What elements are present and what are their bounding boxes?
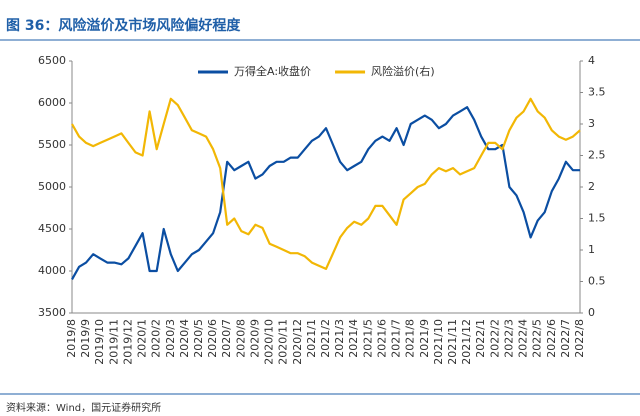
- x-tick-label: 2019/8: [65, 319, 78, 358]
- y-tick-label: 5500: [38, 138, 66, 151]
- x-tick-label: 2021/10: [432, 319, 445, 365]
- x-tick-label: 2020/1: [136, 319, 149, 358]
- x-tick-label: 2020/8: [234, 319, 247, 358]
- legend-label: 万得全A:收盘价: [234, 64, 311, 78]
- x-tick-label: 2019/11: [107, 319, 120, 365]
- x-tick-label: 2021/2: [319, 319, 332, 358]
- chart-title: 图 36：风险溢价及市场风险偏好程度: [6, 17, 241, 34]
- x-tick-label: 2021/6: [375, 319, 388, 358]
- x-tick-label: 2021/11: [446, 319, 459, 365]
- x-tick-label: 2022/6: [545, 319, 558, 358]
- source: 资料来源：Wind，国元证券研究所: [6, 401, 161, 414]
- y-tick-label: 5000: [38, 180, 66, 193]
- x-tick-label: 2022/3: [502, 319, 515, 358]
- x-tick-label: 2020/3: [164, 319, 177, 358]
- x-tick-label: 2020/12: [291, 319, 304, 365]
- x-tick-label: 2020/10: [263, 319, 276, 365]
- x-tick-label: 2022/7: [559, 319, 572, 358]
- x-tick-label: 2021/5: [361, 319, 374, 358]
- y2-tick-label: 0.5: [588, 275, 606, 288]
- y2-tick-label: 3: [588, 117, 595, 130]
- series-line: [71, 97, 581, 270]
- x-tick-label: 2020/4: [178, 319, 191, 358]
- y2-tick-label: 0: [588, 306, 595, 319]
- x-tick-label: 2022/2: [488, 319, 501, 358]
- x-tick-label: 2021/4: [347, 319, 360, 358]
- x-tick-label: 2020/2: [150, 319, 163, 358]
- x-tick-label: 2022/4: [517, 319, 530, 358]
- y2-tick-label: 2: [588, 180, 595, 193]
- x-tick-label: 2020/6: [206, 319, 219, 358]
- y2-tick-label: 1.5: [588, 212, 606, 225]
- y-tick-label: 6500: [38, 54, 66, 67]
- legend-label: 风险溢价(右): [371, 64, 435, 78]
- y2-tick-label: 4: [588, 54, 595, 67]
- x-tick-label: 2021/3: [333, 319, 346, 358]
- x-tick-label: 2022/5: [531, 319, 544, 358]
- y2-tick-label: 2.5: [588, 149, 606, 162]
- y-tick-label: 4500: [38, 222, 66, 235]
- x-tick-label: 2020/11: [277, 319, 290, 365]
- x-tick-label: 2020/5: [192, 319, 205, 358]
- y-tick-label: 6000: [38, 96, 66, 109]
- x-tick-label: 2019/9: [79, 319, 92, 358]
- y-tick-label: 3500: [38, 306, 66, 319]
- x-tick-label: 2019/12: [121, 319, 134, 365]
- y-tick-label: 4000: [38, 264, 66, 277]
- x-tick-label: 2020/9: [248, 319, 261, 358]
- x-tick-label: 2021/8: [404, 319, 417, 358]
- x-tick-label: 2020/7: [220, 319, 233, 358]
- x-tick-label: 2021/7: [390, 319, 403, 358]
- x-tick-label: 2022/8: [573, 319, 586, 358]
- series-line: [71, 106, 580, 280]
- x-tick-label: 2022/1: [474, 319, 487, 358]
- x-tick-label: 2021/12: [460, 319, 473, 365]
- x-tick-label: 2021/9: [418, 319, 431, 358]
- y2-tick-label: 1: [588, 243, 595, 256]
- x-tick-label: 2021/1: [305, 319, 318, 358]
- y2-tick-label: 3.5: [588, 86, 606, 99]
- x-tick-label: 2019/10: [93, 319, 106, 365]
